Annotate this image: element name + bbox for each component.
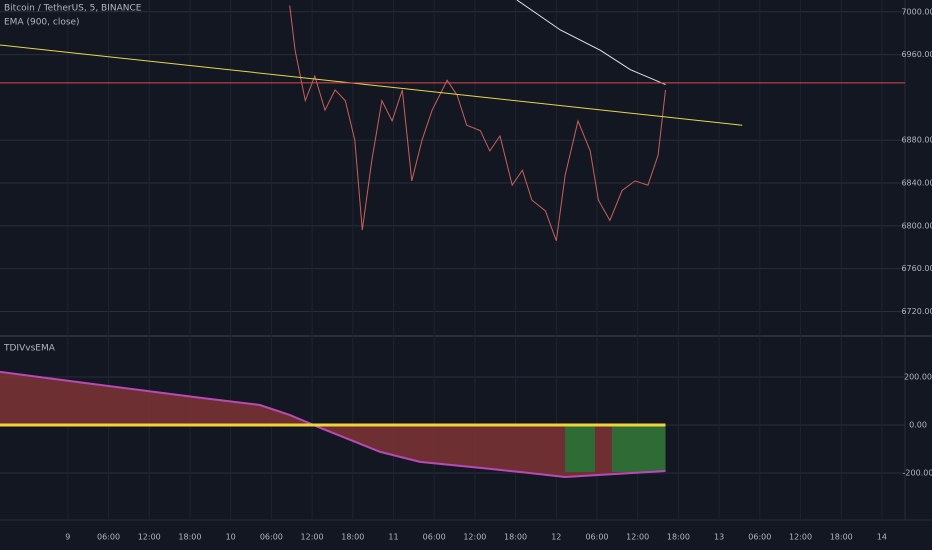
x-tick-label: 06:00	[423, 533, 446, 542]
x-tick-label: 18:00	[504, 533, 527, 542]
marks	[0, 0, 905, 479]
x-tick-label: 06:00	[97, 533, 120, 542]
x-tick-label: 9	[65, 533, 70, 542]
x-tick-label: 06:00	[748, 533, 771, 542]
x-tick-label: 10	[226, 533, 236, 542]
indicator-title: EMA (900, close)	[4, 18, 80, 28]
series-line	[0, 370, 666, 479]
highlight-band	[565, 424, 595, 472]
x-tick-label: 06:00	[585, 533, 608, 542]
series-line	[516, 0, 666, 86]
y-tick-label: 200.00	[904, 372, 932, 381]
x-tick-label: 12:00	[789, 533, 812, 542]
x-tick-label: 18:00	[178, 533, 201, 542]
series-area	[0, 371, 666, 477]
x-tick-label: 11	[388, 533, 398, 542]
y-tick-label: 7000.00	[901, 7, 932, 16]
highlight-band	[611, 424, 666, 472]
x-tick-label: 18:00	[830, 533, 853, 542]
series-line	[0, 44, 743, 126]
y-tick-label: 6800.00	[901, 221, 932, 230]
series-line	[289, 5, 666, 241]
y-tick-label: 0.00	[909, 420, 927, 429]
x-tick-label: 18:00	[341, 533, 364, 542]
chart-title: Bitcoin / TetherUS, 5, BINANCE	[4, 4, 142, 14]
x-tick-label: 18:00	[667, 533, 690, 542]
x-tick-label: 12	[551, 533, 561, 542]
panel-title: TDIVvsEMA	[3, 344, 56, 354]
y-tick-label: 6960.00	[901, 50, 932, 59]
x-tick-label: 12:00	[626, 533, 649, 542]
x-tick-label: 12:00	[301, 533, 324, 542]
labels: Bitcoin / TetherUS, 5, BINANCE EMA (900,…	[3, 4, 932, 542]
y-tick-label: -200.00	[903, 468, 932, 477]
y-tick-label: 6720.00	[901, 307, 932, 316]
x-tick-label: 06:00	[260, 533, 283, 542]
x-tick-label: 14	[877, 533, 887, 542]
y-tick-label: 6840.00	[901, 179, 932, 188]
y-tick-label: 6760.00	[901, 264, 932, 273]
x-tick-label: 12:00	[463, 533, 486, 542]
x-tick-label: 12:00	[138, 533, 161, 542]
x-tick-label: 13	[714, 533, 724, 542]
y-tick-label: 6880.00	[901, 136, 932, 145]
